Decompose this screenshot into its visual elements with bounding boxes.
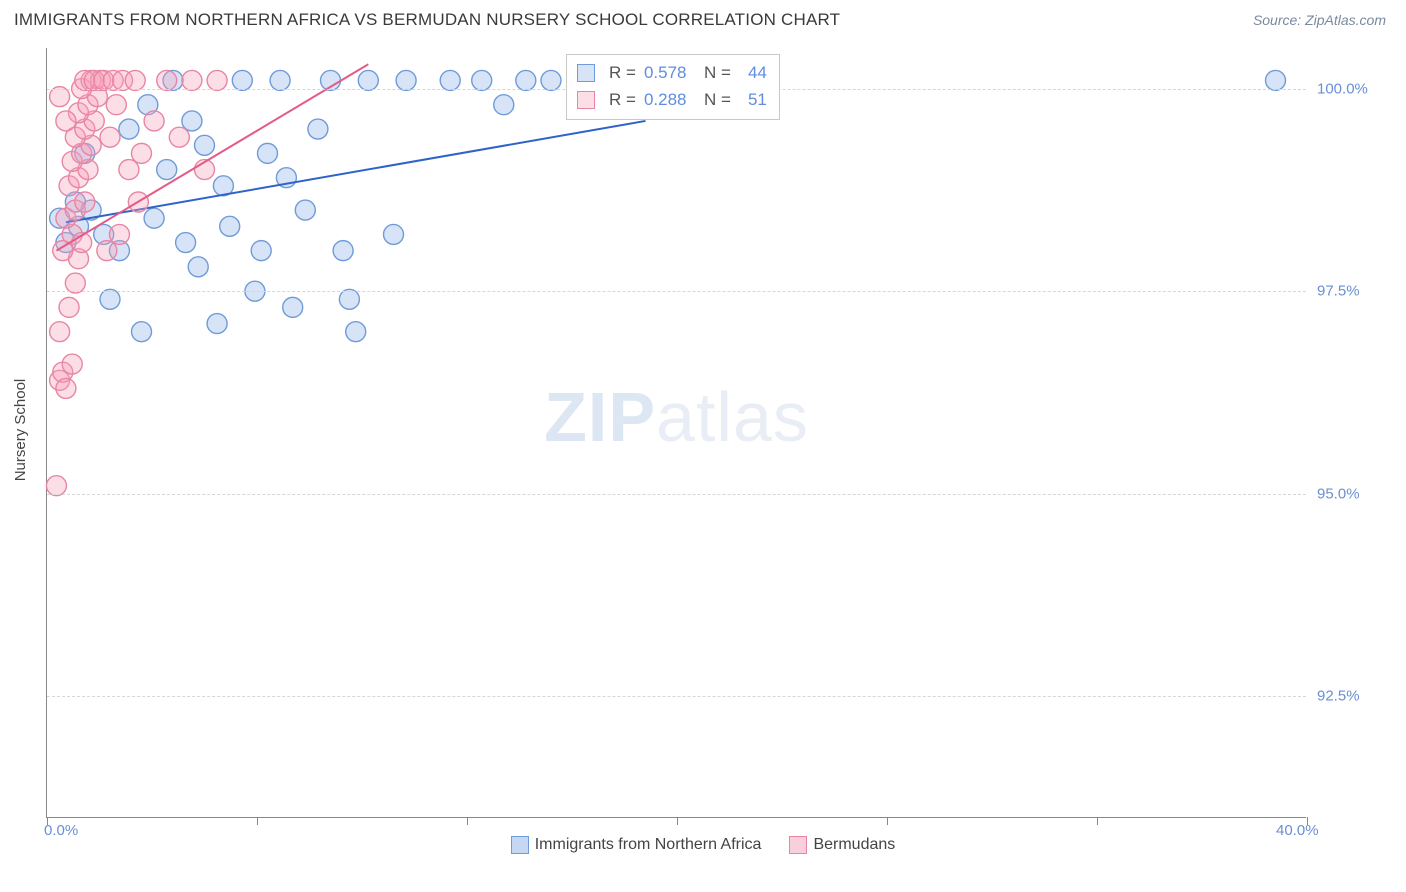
scatter-point	[59, 297, 79, 317]
scatter-point	[188, 257, 208, 277]
scatter-point	[119, 160, 139, 180]
stat-n-label: N =	[704, 59, 731, 86]
scatter-point	[62, 354, 82, 374]
scatter-point	[258, 143, 278, 163]
scatter-point	[232, 70, 252, 90]
x-tick	[257, 817, 258, 825]
stats-box: R = 0.578 N = 44 R = 0.288 N = 51	[566, 54, 780, 120]
scatter-point	[132, 322, 152, 342]
stat-swatch	[577, 64, 595, 82]
legend-swatch	[511, 836, 529, 854]
chart-plot-area: ZIPatlas 92.5%95.0%97.5%100.0%	[46, 48, 1306, 818]
stat-r-value: 0.578	[644, 59, 696, 86]
scatter-point	[182, 111, 202, 131]
source-label: Source: ZipAtlas.com	[1253, 12, 1386, 28]
stat-n-value: 44	[739, 59, 767, 86]
x-tick-label-right: 40.0%	[1276, 822, 1319, 839]
legend-label: Immigrants from Northern Africa	[535, 836, 762, 853]
scatter-point	[157, 70, 177, 90]
x-tick-label-left: 0.0%	[44, 822, 78, 839]
scatter-point	[384, 224, 404, 244]
y-axis-title: Nursery School	[12, 379, 29, 482]
scatter-point	[220, 216, 240, 236]
scatter-point	[339, 289, 359, 309]
stat-r-label: R =	[609, 59, 636, 86]
stat-r-value: 0.288	[644, 86, 696, 113]
trend-line	[66, 121, 646, 222]
scatter-point	[50, 322, 70, 342]
scatter-point	[65, 273, 85, 293]
x-tick	[467, 817, 468, 825]
scatter-point	[106, 95, 126, 115]
scatter-point	[169, 127, 189, 147]
gridline-h	[47, 494, 1306, 495]
scatter-point	[440, 70, 460, 90]
y-tick-label: 100.0%	[1317, 80, 1368, 97]
scatter-point	[176, 233, 196, 253]
scatter-point	[308, 119, 328, 139]
legend-item: Bermudans	[789, 836, 895, 854]
scatter-point	[56, 378, 76, 398]
scatter-point	[516, 70, 536, 90]
scatter-point	[251, 241, 271, 261]
header: IMMIGRANTS FROM NORTHERN AFRICA VS BERMU…	[0, 0, 1406, 36]
stat-swatch	[577, 91, 595, 109]
scatter-point	[109, 224, 129, 244]
stat-n-label: N =	[704, 86, 731, 113]
scatter-point	[50, 87, 70, 107]
y-tick-label: 97.5%	[1317, 283, 1360, 300]
stat-row: R = 0.288 N = 51	[577, 86, 767, 113]
y-tick-label: 95.0%	[1317, 485, 1360, 502]
gridline-h	[47, 291, 1306, 292]
scatter-point	[195, 135, 215, 155]
scatter-point	[541, 70, 561, 90]
scatter-point	[358, 70, 378, 90]
scatter-point	[333, 241, 353, 261]
scatter-point	[346, 322, 366, 342]
scatter-point	[472, 70, 492, 90]
scatter-point	[100, 127, 120, 147]
scatter-point	[295, 200, 315, 220]
scatter-point	[125, 70, 145, 90]
scatter-point	[100, 289, 120, 309]
scatter-point	[1266, 70, 1286, 90]
bottom-legend: Immigrants from Northern Africa Bermudans	[0, 836, 1406, 854]
scatter-point	[396, 70, 416, 90]
scatter-point	[270, 70, 290, 90]
x-tick	[677, 817, 678, 825]
scatter-point	[144, 111, 164, 131]
chart-title: IMMIGRANTS FROM NORTHERN AFRICA VS BERMU…	[14, 10, 840, 30]
scatter-svg	[47, 48, 1306, 817]
legend-item: Immigrants from Northern Africa	[511, 836, 762, 854]
scatter-point	[207, 314, 227, 334]
legend-label: Bermudans	[813, 836, 895, 853]
scatter-point	[144, 208, 164, 228]
y-tick-label: 92.5%	[1317, 688, 1360, 705]
scatter-point	[132, 143, 152, 163]
scatter-point	[119, 119, 139, 139]
scatter-point	[46, 476, 66, 496]
scatter-point	[97, 241, 117, 261]
scatter-point	[182, 70, 202, 90]
x-tick	[1097, 817, 1098, 825]
scatter-point	[56, 111, 76, 131]
gridline-h	[47, 696, 1306, 697]
stat-r-label: R =	[609, 86, 636, 113]
scatter-point	[75, 192, 95, 212]
scatter-point	[494, 95, 514, 115]
scatter-point	[207, 70, 227, 90]
stat-n-value: 51	[739, 86, 767, 113]
x-tick	[887, 817, 888, 825]
stat-row: R = 0.578 N = 44	[577, 59, 767, 86]
scatter-point	[283, 297, 303, 317]
scatter-point	[157, 160, 177, 180]
legend-swatch	[789, 836, 807, 854]
